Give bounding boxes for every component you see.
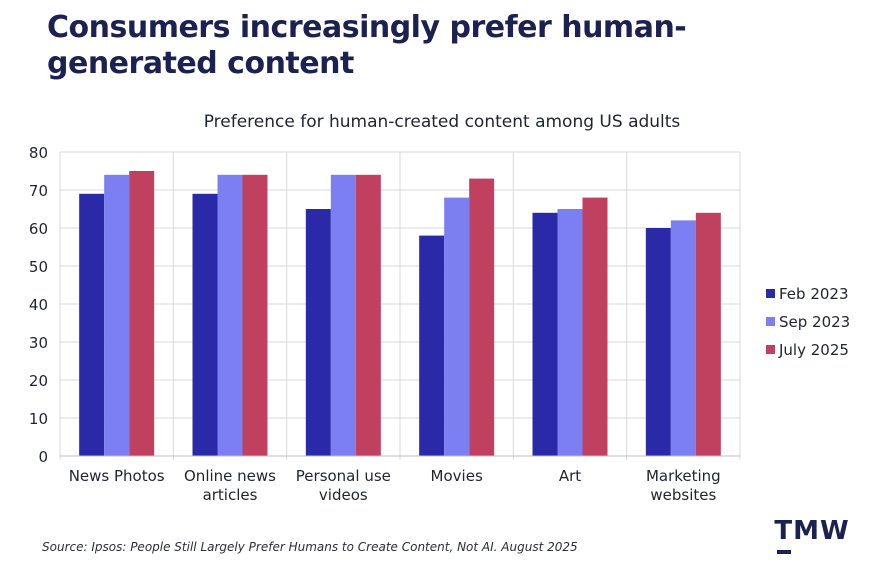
x-tick-label: Marketing (646, 467, 721, 485)
legend-label: Sep 2023 (779, 313, 850, 331)
y-tick-label: 20 (29, 372, 48, 390)
tmw-logo: TMW (773, 516, 851, 554)
y-tick-label: 10 (29, 410, 48, 428)
bar (355, 174, 381, 457)
x-tick-label: Art (559, 467, 581, 485)
logo-underline (777, 550, 791, 554)
bar (192, 193, 218, 457)
y-tick-label: 40 (29, 296, 48, 314)
bar (645, 228, 671, 456)
x-tick-label: videos (319, 486, 368, 504)
bar (242, 174, 268, 457)
logo-text: TMW (774, 516, 850, 546)
legend-swatch (766, 345, 775, 354)
y-tick-label: 30 (29, 334, 48, 352)
y-tick-label: 80 (29, 144, 48, 162)
bar (79, 193, 105, 457)
y-tick-label: 60 (29, 220, 48, 238)
y-tick-label: 0 (38, 448, 48, 466)
bar (670, 220, 696, 456)
bar (444, 197, 470, 456)
bar (557, 209, 583, 456)
bar (469, 178, 495, 456)
x-tick-label: websites (650, 486, 716, 504)
x-tick-label: articles (203, 486, 258, 504)
y-tick-label: 70 (29, 182, 48, 200)
x-tick-label: Personal use (296, 467, 391, 485)
bar (330, 174, 356, 457)
x-tick-label: Online news (184, 467, 276, 485)
y-tick-label: 50 (29, 258, 48, 276)
bar (419, 235, 445, 456)
x-tick-label: Movies (431, 467, 483, 485)
bar (104, 174, 130, 457)
x-tick-label: News Photos (69, 467, 165, 485)
legend-label: Feb 2023 (779, 285, 849, 303)
bar (582, 197, 608, 456)
headline: Consumers increasingly prefer human-gene… (47, 10, 687, 81)
legend-swatch (766, 289, 775, 298)
source-note: Source: Ipsos: People Still Largely Pref… (42, 540, 578, 554)
bar (532, 212, 558, 456)
legend-label: July 2025 (778, 341, 849, 359)
bar (695, 212, 721, 456)
bar (217, 174, 243, 457)
bar (129, 171, 155, 456)
chart-title: Preference for human-created content amo… (204, 112, 681, 132)
legend-swatch (766, 317, 775, 326)
bar (305, 209, 331, 456)
